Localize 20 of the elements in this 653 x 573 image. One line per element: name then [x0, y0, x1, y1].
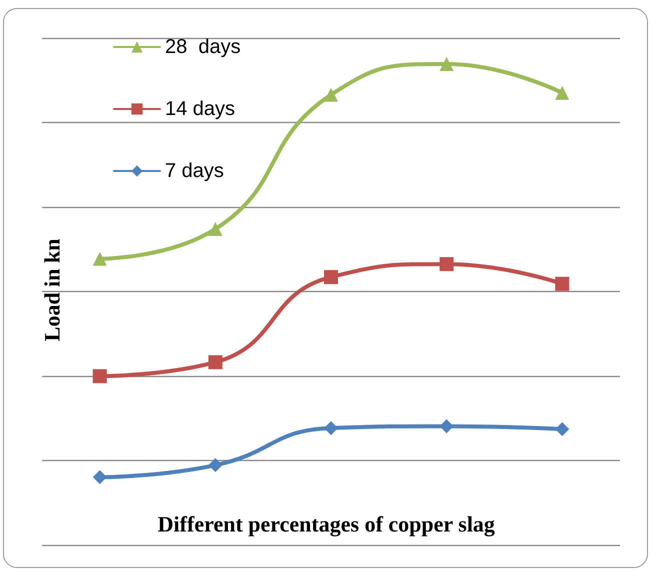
point — [555, 276, 570, 291]
point — [208, 458, 222, 472]
y-axis-title: Load in kn — [40, 238, 64, 342]
legend-label: 28 days — [165, 36, 241, 58]
point — [555, 422, 570, 436]
legend-label: 14 days — [165, 98, 236, 120]
point — [440, 419, 454, 434]
point — [208, 355, 222, 370]
point — [324, 270, 338, 284]
x-axis-title: Different percentages of copper slag — [158, 512, 495, 536]
point — [92, 470, 107, 484]
point — [92, 252, 107, 266]
point — [440, 57, 454, 71]
point — [324, 88, 338, 102]
point — [208, 222, 222, 236]
point — [92, 369, 107, 384]
point — [555, 86, 570, 100]
point — [440, 257, 454, 272]
legend-label: 7 days — [165, 160, 224, 182]
point — [324, 421, 338, 436]
